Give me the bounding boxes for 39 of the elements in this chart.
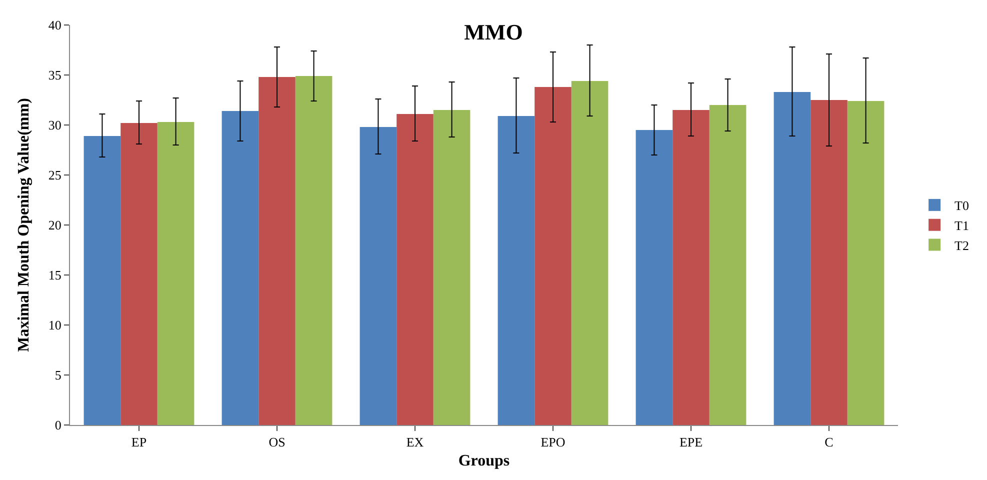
x-tick-label: OS [268,434,286,450]
y-tick-label: 35 [48,68,62,83]
chart-title: MMO [464,19,523,44]
bar [84,136,121,425]
x-tick-label: EP [131,434,147,450]
bar [433,110,470,425]
bar [709,105,746,425]
y-tick-label: 20 [48,218,62,233]
bar [810,100,848,425]
bar [396,114,434,425]
bar [222,111,259,425]
y-tick-label: 25 [48,168,62,183]
legend-label: T2 [954,238,970,253]
bar [571,81,608,425]
bar [120,123,158,425]
legend-label: T0 [954,198,970,214]
bar [258,77,296,425]
x-tick-label: C [824,434,834,450]
x-tick-label: EX [406,434,424,450]
legend-label: T1 [954,218,970,233]
y-tick-label: 10 [48,318,62,333]
y-axis-title: Maximal Mouth Opening Value(mm) [15,98,32,352]
bar [534,87,572,425]
x-tick-label: EPO [540,434,566,450]
y-tick-label: 5 [54,368,62,383]
y-tick-label: 15 [48,268,62,283]
bar [498,116,535,425]
y-tick-label: 40 [48,18,62,33]
bar [157,122,194,425]
bar [847,101,884,425]
bar [672,110,710,425]
y-tick-label: 0 [54,418,62,433]
bar [295,76,332,425]
bar [636,130,673,425]
x-tick-label: EPE [679,434,703,450]
y-tick-label: 30 [48,118,62,133]
bar [360,127,397,425]
bar [774,92,811,425]
x-axis-title: Groups [458,452,510,470]
